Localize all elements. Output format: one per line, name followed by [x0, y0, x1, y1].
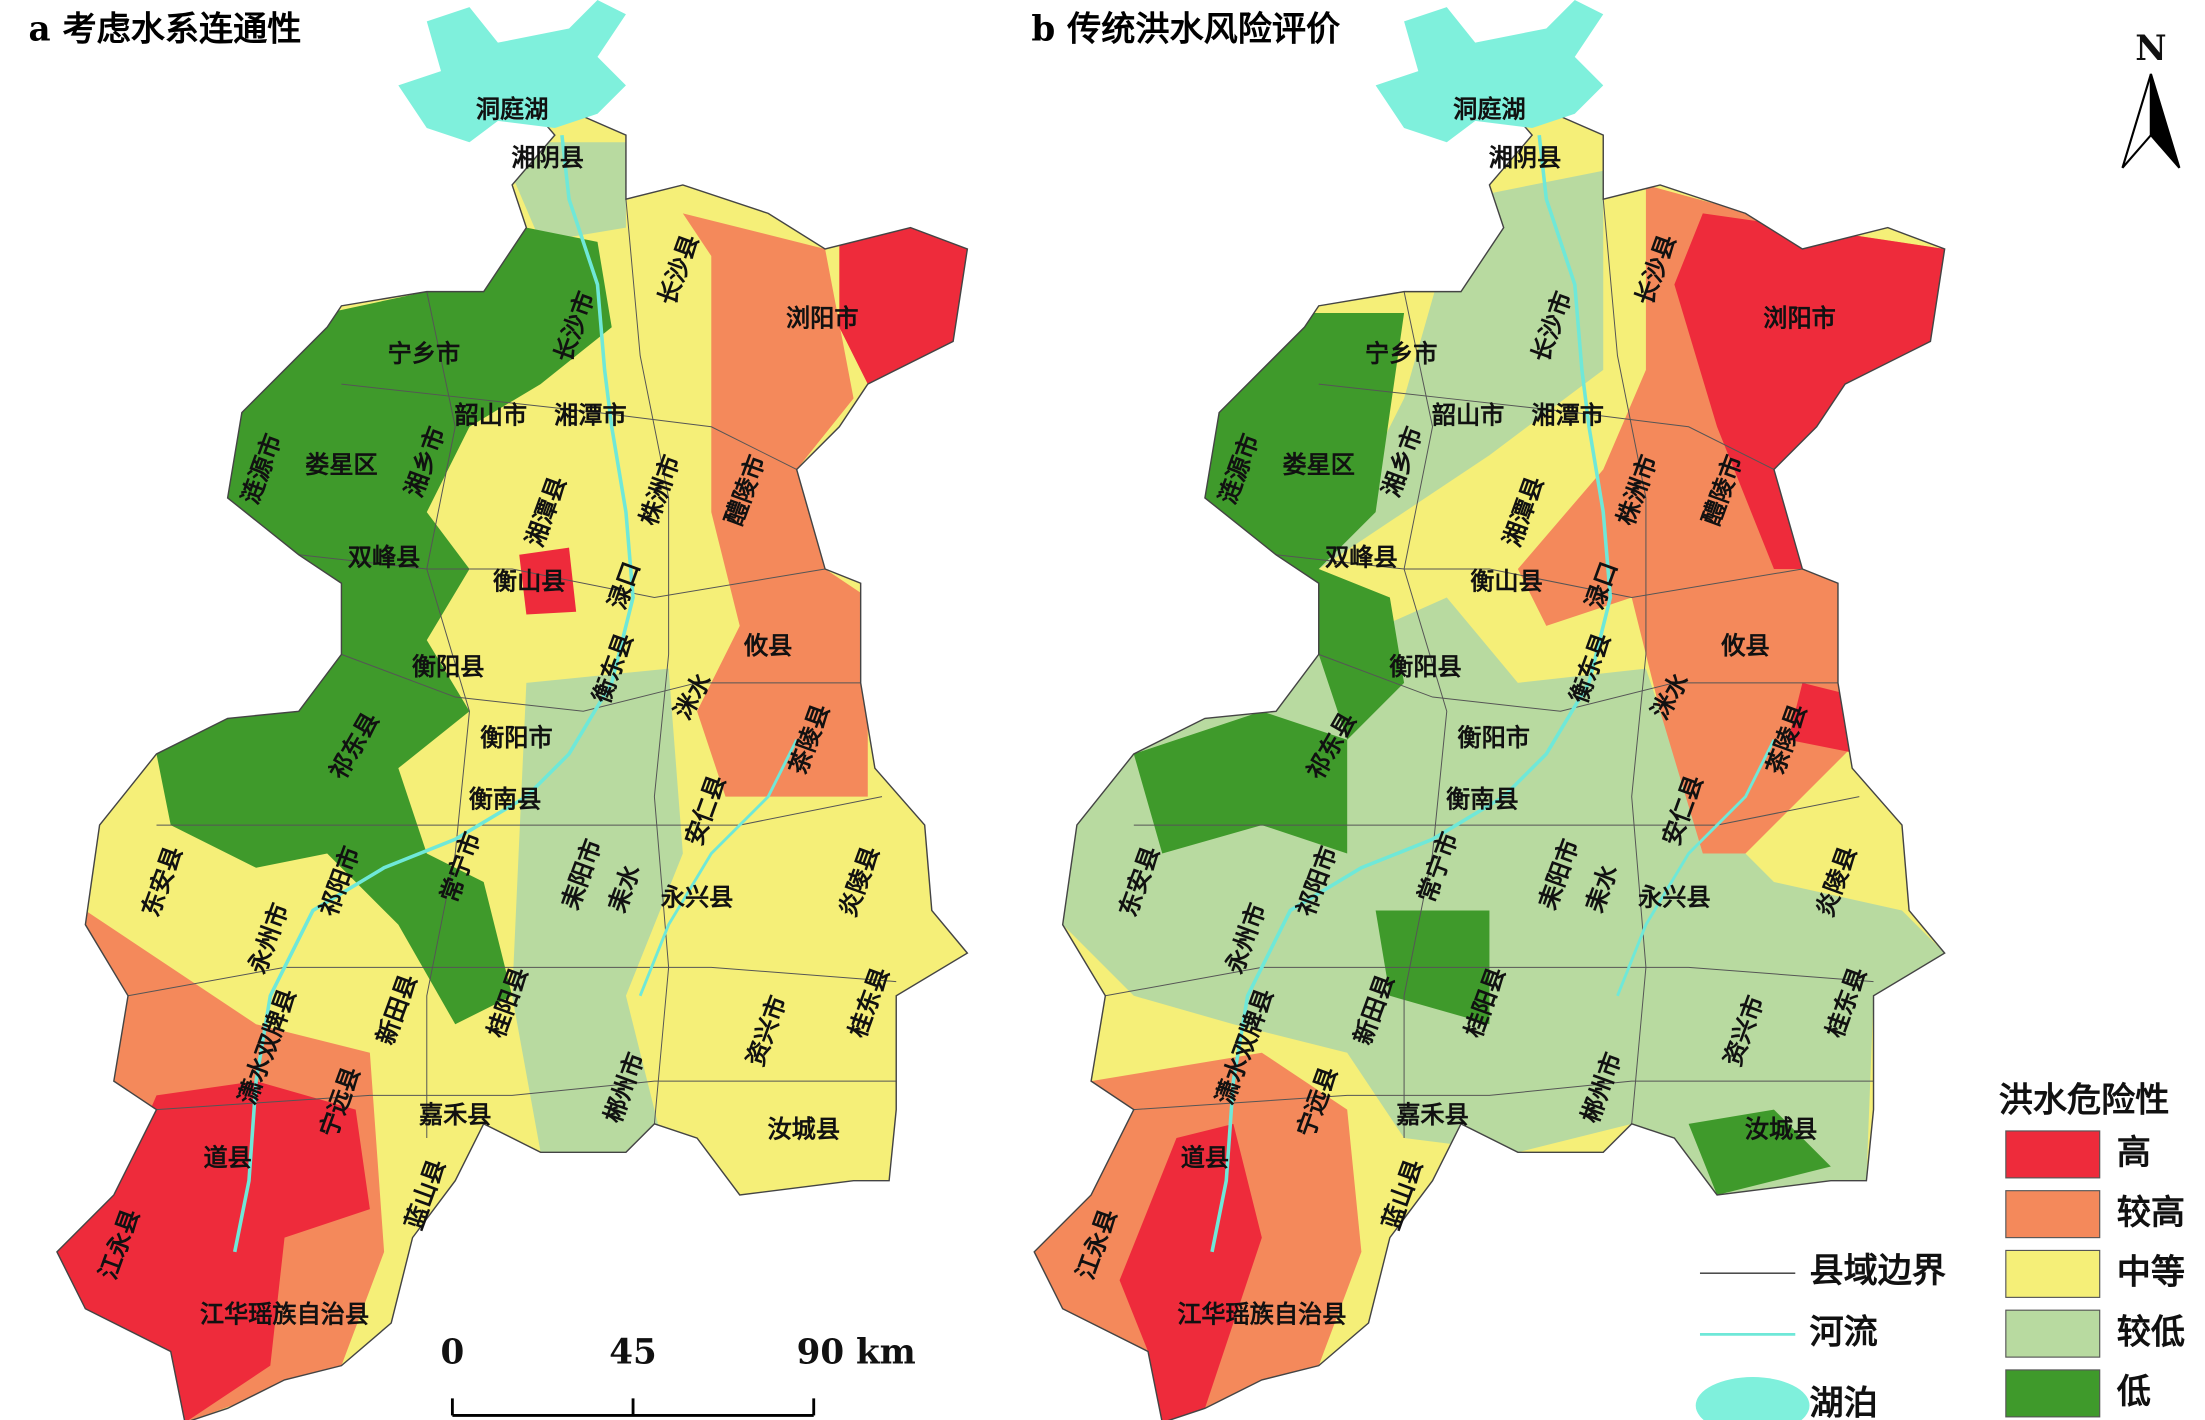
hazard-zone [1119, 1123, 1262, 1420]
place-label: 宁乡市 [388, 339, 461, 368]
place-label: 衡山县 [493, 567, 566, 596]
place-label: 永兴县 [661, 883, 734, 912]
county-boundary [1105, 966, 1874, 997]
legend-label: 县域边界 [1810, 1251, 1947, 1291]
county-boundary [341, 383, 797, 470]
place-label: 衡南县 [1446, 784, 1519, 813]
county-boundary [127, 966, 897, 997]
place-label: 宁乡市 [1365, 339, 1438, 368]
region-outline [1033, 84, 1946, 1420]
panel-title: b 传统洪水风险评价 [1031, 9, 1341, 49]
county-boundary [156, 796, 883, 826]
legend-swatch [2005, 1130, 2101, 1179]
river [638, 739, 798, 997]
place-label: 韶山市 [455, 400, 528, 429]
scale-label: 90 km [797, 1332, 916, 1372]
place-label: 湘阴县 [511, 143, 584, 172]
county-boundary [298, 554, 826, 598]
place-label: 道县 [203, 1143, 251, 1172]
place-label: 嘉禾县 [419, 1100, 492, 1129]
legend-label: 较低 [2117, 1312, 2185, 1352]
legend-swatch [2005, 1309, 2101, 1358]
place-label: 道县 [1181, 1143, 1229, 1172]
place-label: 衡阳县 [1389, 652, 1462, 681]
north-arrow [2149, 73, 2181, 169]
legend-label: 湖泊 [1810, 1383, 1878, 1420]
place-label: 双峰县 [348, 543, 421, 572]
north-label: N [2135, 29, 2166, 69]
county-boundary [1133, 796, 1860, 826]
place-label: 江华瑶族自治县 [1177, 1299, 1346, 1328]
place-label: 衡南县 [469, 784, 542, 813]
county-boundary [156, 1080, 897, 1111]
place-label: 江华瑶族自治县 [200, 1299, 369, 1328]
hazard-zone [1204, 312, 1405, 740]
river [232, 134, 635, 1253]
place-label: 娄星区 [305, 450, 378, 479]
place-label: 湘阴县 [1489, 143, 1562, 172]
county-boundary [1275, 554, 1803, 598]
place-label: 攸县 [1720, 631, 1769, 660]
hazard-zone [1133, 711, 1348, 854]
legend-label: 高 [2117, 1133, 2151, 1173]
legend-label: 较高 [2117, 1193, 2185, 1233]
legend-label: 河流 [1810, 1312, 1878, 1352]
legend-swatch [2005, 1249, 2101, 1298]
place-label: 衡阳县 [412, 652, 485, 681]
county-boundary [1318, 383, 1775, 470]
county-boundary [426, 291, 470, 1139]
place-label: 韶山市 [1432, 400, 1505, 429]
place-label: 洞庭湖 [1453, 94, 1526, 123]
lake [398, 0, 626, 143]
legend-lake [1695, 1377, 1810, 1420]
hazard-zone [682, 213, 868, 797]
north-arrow [2121, 73, 2152, 169]
place-label: 汝城县 [768, 1114, 841, 1143]
place-label: 攸县 [743, 631, 792, 660]
county-boundary [1318, 653, 1838, 712]
region-outline [56, 84, 969, 1420]
hazard-zone [56, 1081, 370, 1420]
place-label: 汝城县 [1745, 1114, 1818, 1143]
map-panel: 洞庭湖湘阴县长沙县浏阳市宁乡市 长沙市韶山市 湘潭市涟源市 娄星区 湘乡市湘潭县 株洲市醴… [28, 0, 969, 1420]
county-boundary [341, 653, 861, 712]
hazard-zone [512, 668, 683, 1167]
map-panel: 洞庭湖湘阴县长沙县浏阳市宁乡市 长沙市韶山市 湘潭市涟源市 娄星区 湘乡市湘潭县 株洲市醴… [1031, 0, 1946, 1420]
county-boundary [1602, 199, 1647, 1124]
place-label: 衡阳市 [1457, 723, 1530, 752]
place-label: 湘潭市 [554, 400, 627, 429]
place-label: 双峰县 [1325, 543, 1398, 572]
scale-label: 0 [441, 1332, 465, 1372]
county-boundary [1403, 291, 1448, 1139]
hazard-zone [497, 142, 626, 242]
county-boundary [625, 199, 670, 1124]
place-label: 衡阳市 [480, 723, 553, 752]
legend-label: 中等 [2117, 1253, 2185, 1293]
hazard-zone [519, 547, 577, 615]
hazard-zone [839, 227, 968, 385]
county-boundary [1133, 1080, 1874, 1111]
hazard-zone [1318, 170, 1604, 570]
legend-swatch [2005, 1369, 2101, 1418]
scale-label: 45 [609, 1332, 657, 1372]
panel-title: a 考虑水系连通性 [28, 9, 301, 49]
river [1210, 134, 1613, 1253]
place-label: 浏阳市 [786, 304, 859, 333]
place-label: 永兴县 [1638, 883, 1711, 912]
place-label: 嘉禾县 [1396, 1100, 1469, 1129]
hazard-zone [1674, 213, 1945, 570]
place-label: 衡山县 [1470, 567, 1543, 596]
legend-label: 低 [2117, 1372, 2151, 1412]
lake [1375, 0, 1604, 143]
legend-title: 洪水危险性 [1999, 1080, 2170, 1120]
place-label: 湘潭市 [1531, 400, 1604, 429]
legend-swatch [2005, 1190, 2101, 1239]
place-label: 娄星区 [1282, 450, 1355, 479]
place-label: 洞庭湖 [476, 94, 549, 123]
river [1616, 739, 1776, 997]
place-label: 浏阳市 [1763, 304, 1836, 333]
